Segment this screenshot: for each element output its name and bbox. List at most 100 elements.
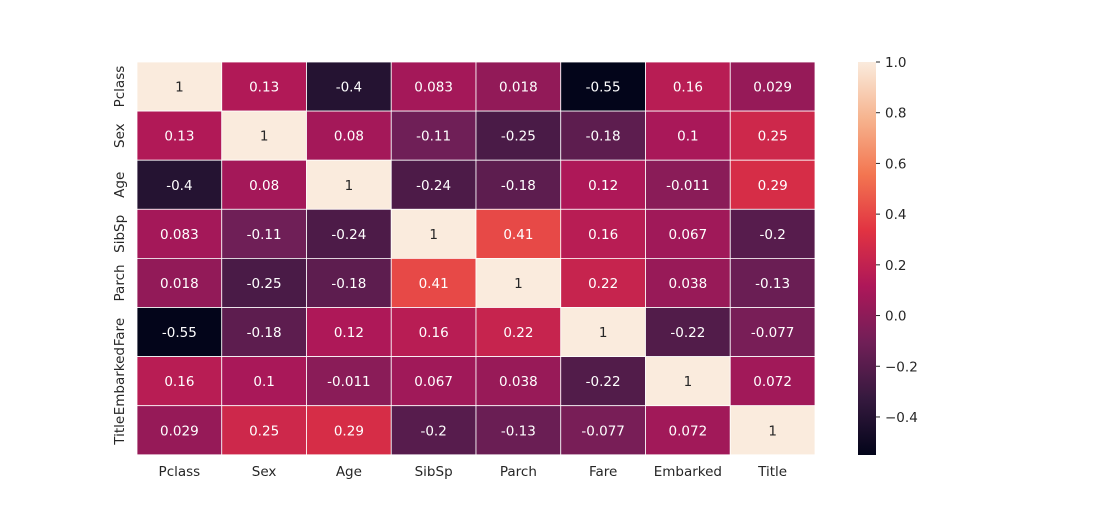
cell-annotation: 0.072 <box>669 423 708 439</box>
heatmap-cell <box>645 208 731 259</box>
heatmap-cell <box>475 159 562 210</box>
heatmap-cell <box>136 405 223 456</box>
cell-annotation: 1 <box>429 227 438 243</box>
heatmap-cell <box>221 307 307 357</box>
heatmap-cell <box>390 110 477 161</box>
colorbar-tick-label: 0.6 <box>885 156 906 172</box>
colorbar-gradient <box>858 62 876 455</box>
cell-annotation: 0.018 <box>499 80 538 96</box>
heatmap-cell <box>560 307 646 357</box>
cell-annotation: 0.16 <box>588 227 618 243</box>
x-tick-label: SibSp <box>415 464 453 480</box>
cell-annotation: 0.038 <box>499 374 538 390</box>
heatmap-cell <box>306 208 392 259</box>
colorbar-tick-label: 0.4 <box>885 207 906 223</box>
cell-annotation: 0.16 <box>673 80 703 96</box>
cell-annotation: -0.18 <box>247 325 282 341</box>
cell-annotation: -0.24 <box>331 227 366 243</box>
heatmap-cell <box>306 405 392 456</box>
cell-annotation: 0.029 <box>753 80 792 96</box>
heatmap-cell <box>729 159 816 210</box>
x-tick-label: Fare <box>589 464 617 480</box>
heatmap-cell <box>475 307 562 357</box>
cell-annotation: -0.13 <box>755 276 790 292</box>
cell-annotation: 0.22 <box>503 325 533 341</box>
heatmap-cell <box>136 61 223 112</box>
x-tick-label: Embarked <box>654 464 722 480</box>
heatmap-cell <box>390 257 477 308</box>
heatmap-cell <box>729 110 816 161</box>
cell-annotation: -0.011 <box>327 374 371 390</box>
heatmap-cell <box>221 61 307 112</box>
heatmap-cell <box>475 356 562 407</box>
x-tick-label: Sex <box>252 464 277 480</box>
heatmap-cell <box>729 61 816 112</box>
heatmap-cell <box>221 159 307 210</box>
heatmap-cell <box>306 257 392 308</box>
cell-annotation: 1 <box>260 129 269 145</box>
heatmap-cell <box>390 159 477 210</box>
cell-annotation: 0.072 <box>753 374 792 390</box>
colorbar-tick-label: −0.4 <box>885 410 918 426</box>
heatmap-cell <box>306 159 392 210</box>
colorbar-tick-label: −0.2 <box>885 359 918 375</box>
colorbar-tick-label: 0.2 <box>885 258 906 274</box>
heatmap-cells <box>136 61 816 456</box>
cell-annotation: -0.25 <box>501 129 536 145</box>
heatmap-cell <box>221 405 307 456</box>
cell-annotation: 0.25 <box>249 423 279 439</box>
y-tick-label: Parch <box>112 264 128 301</box>
heatmap-cell <box>136 356 223 407</box>
cell-annotation: 1 <box>768 423 777 439</box>
cell-annotation: 0.16 <box>164 374 194 390</box>
cell-annotation: 1 <box>175 80 184 96</box>
cell-annotation: -0.077 <box>751 325 795 341</box>
colorbar-tick-label: 0.8 <box>885 106 906 122</box>
cell-annotation: 0.22 <box>588 276 618 292</box>
cell-annotation: 0.038 <box>669 276 708 292</box>
heatmap-cell <box>645 307 731 357</box>
heatmap-cell <box>475 110 562 161</box>
cell-annotation: 0.08 <box>249 178 279 194</box>
y-tick-label: Fare <box>112 318 128 346</box>
heatmap-cell <box>729 307 816 357</box>
heatmap-cell <box>221 356 307 407</box>
heatmap-cell <box>221 110 307 161</box>
x-tick-label: Age <box>336 464 362 480</box>
x-tick-labels: Pclass Sex Age SibSp Parch Fare Embarked Title <box>159 464 788 480</box>
cell-annotation: 0.41 <box>503 227 533 243</box>
cell-annotation: -0.18 <box>331 276 366 292</box>
heatmap-cell <box>729 405 816 456</box>
y-tick-label: Age <box>112 172 128 198</box>
heatmap-cell <box>645 257 731 308</box>
cell-annotation: -0.011 <box>666 178 710 194</box>
cell-annotation: 0.12 <box>588 178 618 194</box>
colorbar-tick-label: 1.0 <box>885 55 906 71</box>
x-tick-label: Title <box>757 464 787 480</box>
cell-annotation: 1 <box>599 325 608 341</box>
heatmap-cell <box>475 208 562 259</box>
heatmap-cell <box>729 356 816 407</box>
colorbar-ticks: −0.4 −0.2 0.0 0.2 0.4 0.6 0.8 1.0 <box>876 55 918 426</box>
cell-annotation: -0.11 <box>247 227 282 243</box>
heatmap-cell <box>306 356 392 407</box>
cell-annotation: 0.018 <box>160 276 199 292</box>
cell-annotation: 0.29 <box>334 423 364 439</box>
cell-annotation: -0.2 <box>420 423 446 439</box>
heatmap-cell <box>475 257 562 308</box>
y-tick-label: Sex <box>112 123 128 148</box>
cell-annotation: 1 <box>514 276 523 292</box>
cell-annotation: -0.22 <box>670 325 705 341</box>
cell-annotation: 0.08 <box>334 129 364 145</box>
heatmap-cell <box>390 61 477 112</box>
y-tick-label: SibSp <box>112 215 128 253</box>
cell-annotation: 1 <box>345 178 354 194</box>
cell-annotation: 0.083 <box>160 227 199 243</box>
cell-annotation: -0.4 <box>166 178 192 194</box>
cell-annotation: -0.2 <box>759 227 785 243</box>
cell-annotation: 0.029 <box>160 423 199 439</box>
colorbar: −0.4 −0.2 0.0 0.2 0.4 0.6 0.8 1.0 <box>858 55 918 455</box>
cell-annotation: 0.067 <box>414 374 453 390</box>
